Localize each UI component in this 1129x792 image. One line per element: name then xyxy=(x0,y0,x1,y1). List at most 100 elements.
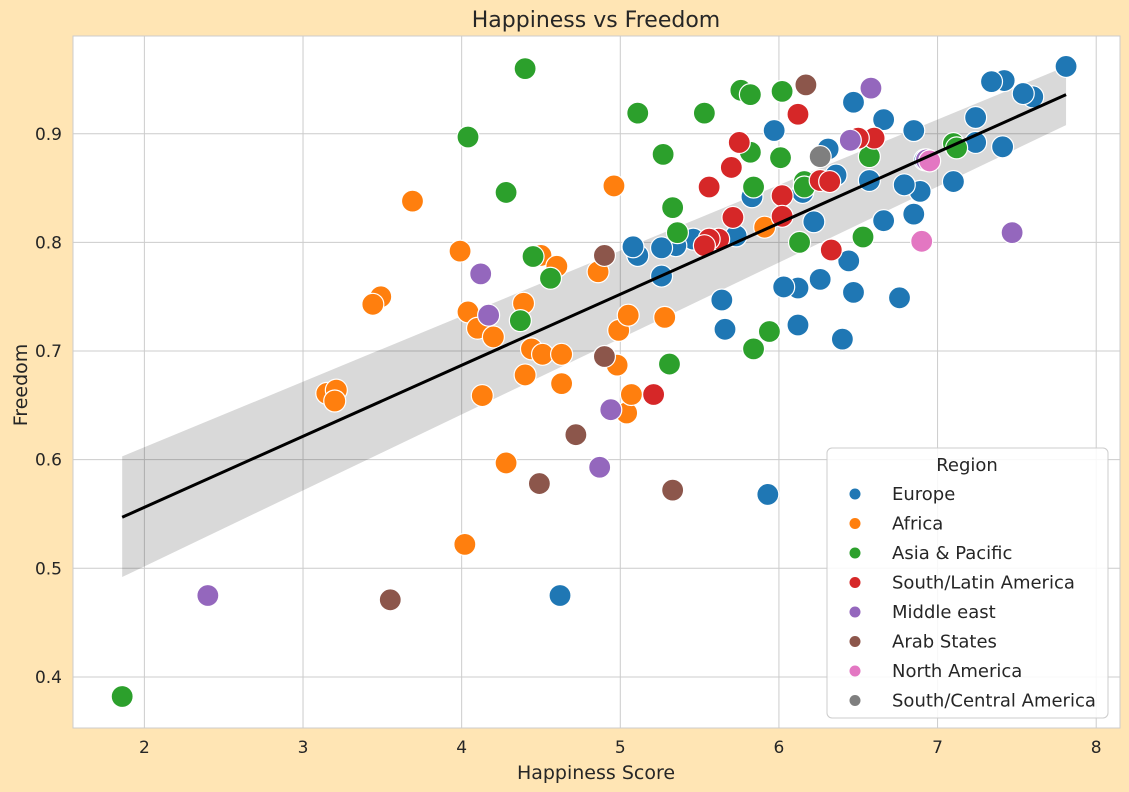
data-point xyxy=(941,169,966,194)
data-point xyxy=(819,238,843,262)
data-point xyxy=(494,451,518,475)
data-point xyxy=(830,327,854,351)
data-point xyxy=(592,243,617,268)
legend-marker xyxy=(849,695,861,706)
data-point xyxy=(619,382,644,407)
series-middle-east xyxy=(196,76,1024,608)
data-points xyxy=(110,54,1078,709)
legend-marker xyxy=(849,518,861,529)
legend-label: Africa xyxy=(892,514,943,535)
data-point xyxy=(851,225,875,249)
y-tick-label: 0.6 xyxy=(35,451,62,471)
legend-marker xyxy=(849,636,861,647)
data-point xyxy=(521,244,545,269)
legend-label: Europe xyxy=(892,484,955,505)
x-tick-label: 6 xyxy=(774,738,785,758)
data-point xyxy=(837,249,861,273)
legend-marker xyxy=(849,547,861,559)
data-point xyxy=(642,382,666,407)
data-point xyxy=(741,175,766,199)
legend-item: Arab States xyxy=(849,632,997,653)
data-point xyxy=(651,142,675,167)
data-point xyxy=(786,313,810,337)
data-point xyxy=(770,79,794,104)
data-point xyxy=(481,325,505,349)
data-point xyxy=(661,478,685,502)
data-point xyxy=(786,102,810,126)
data-point xyxy=(838,128,862,152)
data-point xyxy=(964,105,988,130)
data-point xyxy=(378,588,402,612)
series-north-america xyxy=(910,149,942,253)
data-point xyxy=(548,583,572,608)
data-point xyxy=(549,342,574,366)
data-point xyxy=(621,235,645,259)
y-tick-label: 0.8 xyxy=(35,233,62,253)
data-point xyxy=(902,202,926,226)
data-point xyxy=(470,383,494,408)
data-point xyxy=(887,286,912,310)
data-point xyxy=(592,344,617,369)
data-point xyxy=(588,455,612,479)
data-point xyxy=(653,305,677,329)
series-south-central-america xyxy=(808,144,832,169)
y-tick-label: 0.5 xyxy=(35,559,62,579)
data-point xyxy=(494,180,518,205)
legend-label: Asia & Pacific xyxy=(892,543,1012,564)
data-point xyxy=(802,210,826,234)
chart-title: Happiness vs Freedom xyxy=(472,8,720,33)
data-point xyxy=(841,280,866,304)
fit-line xyxy=(121,93,1067,519)
series-arab-states xyxy=(378,73,818,612)
data-point xyxy=(710,288,734,312)
data-point xyxy=(818,169,842,194)
legend-item: Europe xyxy=(849,484,955,505)
x-tick-label: 8 xyxy=(1091,738,1102,758)
data-point xyxy=(741,337,766,361)
confidence-band xyxy=(122,66,1067,577)
ci-band xyxy=(122,66,1067,577)
data-point xyxy=(196,583,220,608)
data-point xyxy=(549,372,574,396)
x-tick-label: 3 xyxy=(298,738,309,758)
data-point xyxy=(768,146,793,170)
data-point xyxy=(727,130,751,155)
legend-item: Middle east xyxy=(849,602,996,623)
data-point xyxy=(738,83,762,107)
y-axis-label: Freedom xyxy=(10,344,32,427)
legend-box xyxy=(826,447,1109,719)
legend-marker xyxy=(849,606,861,618)
data-point xyxy=(910,229,934,253)
data-point xyxy=(538,266,563,290)
data-point xyxy=(1000,221,1024,245)
data-point xyxy=(757,319,782,344)
data-point xyxy=(859,76,883,100)
legend-item: North America xyxy=(849,661,1022,682)
data-point xyxy=(719,155,743,180)
data-point xyxy=(453,532,477,557)
data-point xyxy=(692,101,716,125)
data-point xyxy=(697,175,721,199)
data-point xyxy=(794,73,818,97)
data-point xyxy=(713,317,737,341)
data-point xyxy=(323,389,347,413)
series-south-latin-america xyxy=(642,102,886,407)
data-point xyxy=(756,482,780,507)
legend-item: Asia & Pacific xyxy=(849,543,1012,564)
data-point xyxy=(892,173,916,197)
legend: Region Europe Africa Asia & Pacific South/L… xyxy=(826,447,1109,719)
legend-label: South/Central America xyxy=(892,691,1096,712)
data-point xyxy=(1054,54,1078,79)
data-point xyxy=(469,262,493,286)
series-europe xyxy=(548,54,1078,608)
data-point xyxy=(513,363,537,387)
data-point xyxy=(513,56,537,81)
y-tick-labels: 0.4 0.5 0.6 0.7 0.8 0.9 xyxy=(35,125,62,688)
data-point xyxy=(599,398,623,422)
data-point xyxy=(400,189,425,213)
data-point xyxy=(661,196,685,220)
data-point xyxy=(616,303,640,327)
legend-title: Region xyxy=(936,455,998,476)
legend-marker xyxy=(849,488,861,500)
